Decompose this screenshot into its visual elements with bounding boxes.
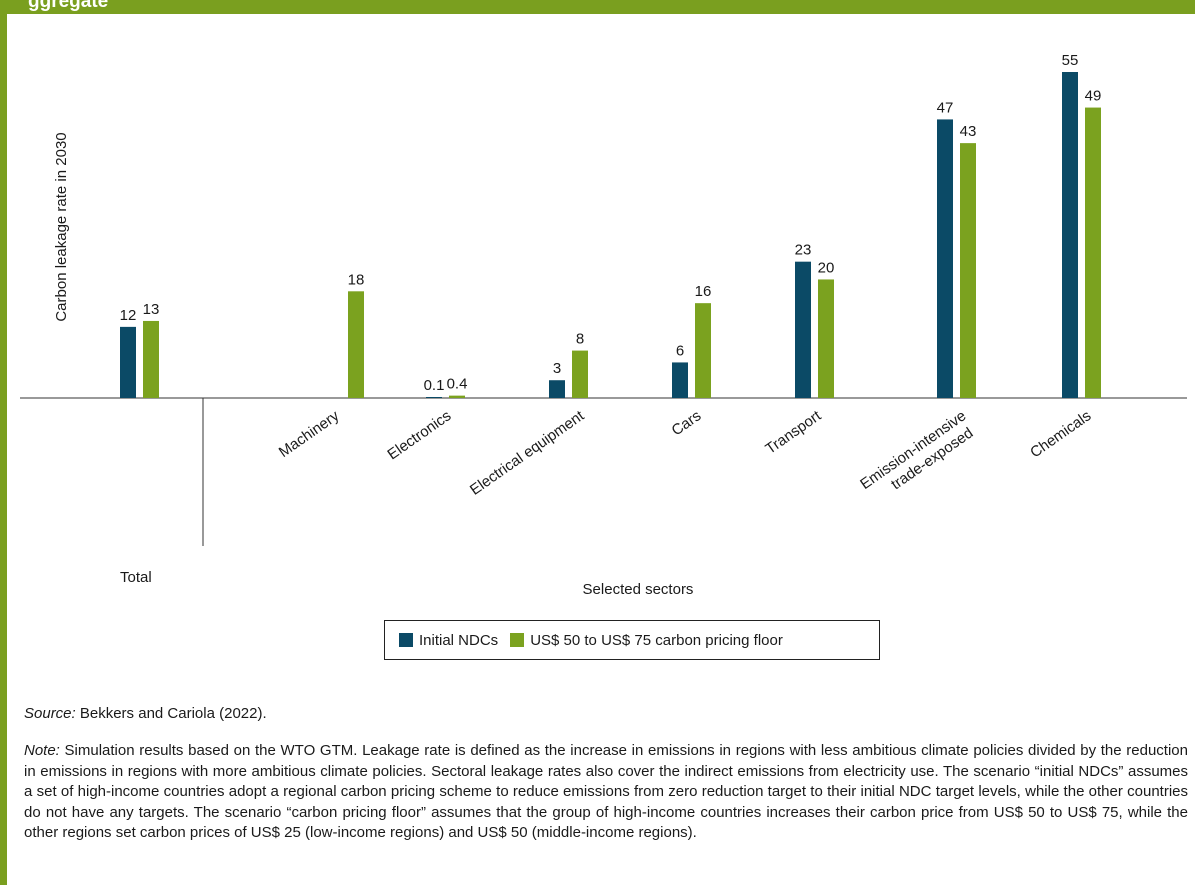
data-label-pricing-floor-0: 13 [143,301,160,318]
bar-pricing-floor-7 [1085,107,1101,399]
legend-swatch-pricing-floor [510,633,525,647]
bar-pricing-floor-6 [960,143,976,398]
category-label-line: Transport [762,407,825,458]
figure-title: ggregate [28,0,109,12]
category-label-7: Chemicals [1027,407,1094,461]
legend-label-initial-ndcs: Initial NDCs [419,631,499,649]
data-label-initial-ndcs-0: 12 [120,307,137,324]
source-text: Bekkers and Cariola (2022). [75,705,267,722]
data-label-pricing-floor-5: 20 [818,259,835,276]
category-label-line: Electronics [384,407,454,463]
bar-initial-ndcs-6 [937,119,953,398]
category-label-total: Total [120,569,152,586]
leakage-bar-chart: Carbon leakage rate in 2030 Selected sect… [20,52,1187,598]
bar-initial-ndcs-7 [1062,72,1078,398]
note-paragraph: Note: Simulation results based on the WT… [24,741,1188,844]
source-line: Source: Bekkers and Cariola (2022). [24,705,267,722]
data-label-initial-ndcs-6: 47 [937,99,954,116]
bar-initial-ndcs-4 [672,362,688,398]
note-text: Simulation results based on the WTO GTM.… [24,742,1188,841]
bar-pricing-floor-0 [143,320,159,398]
data-label-pricing-floor-2: 0.4 [447,376,468,393]
bar-initial-ndcs-3 [549,380,565,398]
bar-initial-ndcs-5 [795,261,811,398]
x-axis-label: Selected sectors [583,581,694,598]
category-label-3: Electrical equipment [467,407,588,499]
category-label-6: Emission-intensivetrade-exposed [857,407,980,507]
note-label: Note: [24,742,60,759]
bar-pricing-floor-5 [818,279,834,398]
y-axis-label: Carbon leakage rate in 2030 [53,132,70,321]
category-label-line: Chemicals [1027,407,1094,461]
bar-pricing-floor-4 [695,303,711,398]
bar-initial-ndcs-0 [120,326,136,398]
data-label-pricing-floor-3: 8 [576,331,584,348]
figure-title-bar: ggregate [0,0,1195,14]
category-label-line: Cars [669,407,705,439]
category-label-line: Electrical equipment [467,407,588,499]
data-label-initial-ndcs-5: 23 [795,242,812,259]
data-label-pricing-floor-7: 49 [1085,88,1102,105]
source-label: Source: [24,705,76,722]
data-label-pricing-floor-1: 18 [348,271,365,288]
bar-pricing-floor-3 [572,350,588,398]
data-label-pricing-floor-4: 16 [695,283,712,300]
data-label-initial-ndcs-4: 6 [676,342,684,359]
category-label-1: Machinery [276,407,343,461]
data-label-pricing-floor-6: 43 [960,123,977,140]
category-label-4: Cars [669,407,705,439]
bar-pricing-floor-2 [449,395,465,398]
category-label-line: Machinery [276,407,343,461]
bar-initial-ndcs-2 [426,397,442,398]
bar-pricing-floor-1 [348,291,364,398]
legend-swatch-initial-ndcs [399,633,413,647]
data-label-initial-ndcs-3: 3 [553,360,561,377]
legend-item-initial-ndcs: Initial NDCs [399,632,498,649]
data-label-initial-ndcs-2: 0.1 [424,377,445,394]
data-label-initial-ndcs-7: 55 [1062,52,1079,69]
legend-label-pricing-floor: US$ 50 to US$ 75 carbon pricing floor [530,631,783,649]
chart-legend: Initial NDCs US$ 50 to US$ 75 carbon pri… [384,620,880,660]
category-label-2: Electronics [384,407,454,463]
legend-item-pricing-floor: US$ 50 to US$ 75 carbon pricing floor [510,632,783,649]
category-label-5: Transport [762,407,825,458]
